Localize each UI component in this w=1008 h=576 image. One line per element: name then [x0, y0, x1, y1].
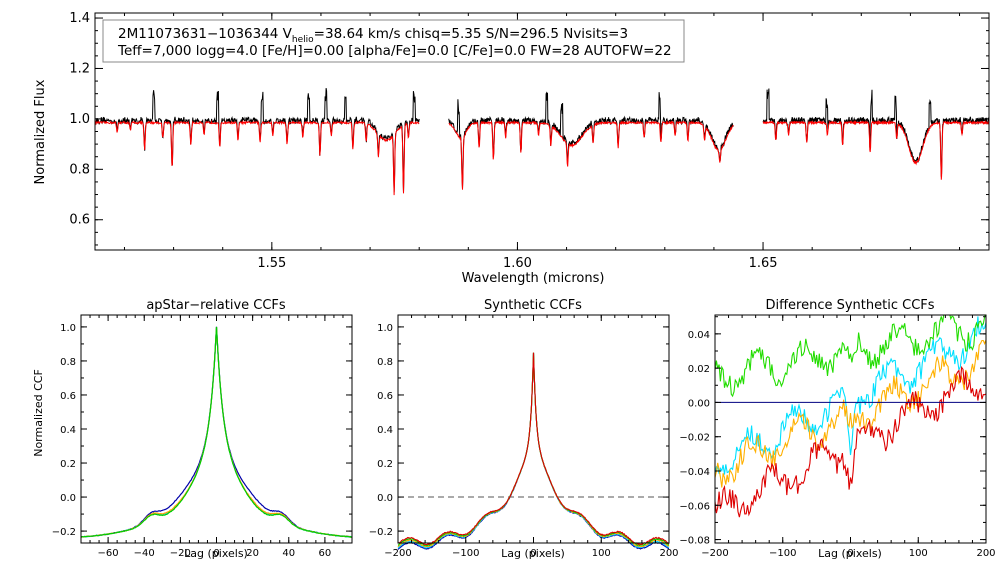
y-tick-label: −0.2	[369, 527, 393, 538]
model-spectrum-line	[448, 119, 734, 190]
apstar-ccf-line-visit-2	[81, 326, 353, 538]
apstar-ccf-line-visit-3	[80, 326, 353, 538]
observed-spectrum-line	[448, 91, 734, 189]
spectrum-lines	[95, 88, 989, 196]
synthetic-ccf-ticks: −200 −100 0 100 200 −0.2 0.0 0.2 0.4 0.6 0.8 1.0	[369, 315, 679, 559]
x-tick-label: 0	[847, 548, 853, 559]
apstar-ccf-title: apStar−relative CCFs	[146, 298, 286, 313]
apstar-ccf-panel: −60 −40 −20 0 20 40 60 −0.2 0.0 0.2 0.4 0.6 0.8 1.0 a…	[32, 298, 353, 560]
y-tick-label: 0.8	[377, 357, 393, 368]
difference-ccf-x-label: Lag (pixels)	[818, 547, 882, 560]
x-tick-label: 200	[976, 548, 995, 559]
difference-lines	[715, 315, 986, 518]
difference-ccf-axes-frame	[714, 314, 987, 544]
difference-ccf-series	[715, 315, 986, 518]
difference-ccf-title: Difference Synthetic CCFs	[765, 298, 934, 313]
y-tick-label: 0.04	[688, 330, 710, 341]
legend-params-1: =38.64 km/s chisq=5.35 S/N=296.5 Nvisits…	[314, 26, 628, 42]
y-tick-label: 0.6	[377, 391, 393, 402]
y-tick-label: −0.08	[679, 536, 710, 547]
legend-line-2: Teff=7,000 logg=4.0 [Fe/H]=0.00 [alpha/F…	[117, 43, 672, 59]
difference-ccf-ticks: −200 −100 0 100 200 −0.08 −0.06 −0.04 −0.02 0.00 0…	[679, 315, 996, 559]
y-tick-label: 0.0	[60, 493, 76, 504]
synthetic-ccf-panel: −200 −100 0 100 200 −0.2 0.0 0.2 0.4 0.6 0.8 1.0 Sy…	[369, 298, 679, 560]
y-tick-label: 0.4	[377, 425, 393, 436]
y-tick-label: 0.8	[69, 162, 90, 177]
y-tick-label: −0.02	[679, 433, 710, 444]
synthetic-ccf-axes-frame	[397, 314, 670, 544]
x-tick-label: −200	[384, 548, 411, 559]
model-spectrum-line	[762, 119, 989, 180]
x-tick-label: 1.65	[749, 256, 778, 271]
apstar-ccf-y-label: Normalized CCF	[32, 369, 45, 457]
apstar-ccf-axes-frame	[80, 314, 353, 544]
y-tick-label: −0.2	[52, 527, 76, 538]
y-tick-label: 0.2	[60, 459, 76, 470]
spectrum-ticks: 1.55 1.60 1.65 0.6 0.8 1.0 1.2 1.4	[69, 11, 989, 271]
x-tick-label: 40	[282, 548, 295, 559]
difference-ccf-panel: −200 −100 0 100 200 −0.08 −0.06 −0.04 −0.02 0.00 0…	[679, 298, 995, 560]
apstar-ccf-ticks: −60 −40 −20 0 20 40 60 −0.2 0.0 0.2 0.4 0.6 0.8 1.0	[52, 315, 353, 559]
model-spectrum-line	[95, 119, 420, 196]
y-tick-label: 1.0	[377, 323, 393, 334]
synthetic-ccf-x-label: Lag (pixels)	[501, 547, 565, 560]
x-tick-label: −20	[170, 548, 191, 559]
y-tick-label: 0.6	[60, 391, 76, 402]
synthetic-ccf-line-visit-1	[397, 352, 670, 549]
y-tick-label: 0.00	[688, 398, 710, 409]
difference-ccf-line-visit-4	[715, 365, 986, 518]
x-tick-label: −200	[701, 548, 728, 559]
legend-star-id: 2M11073631−1036344 V	[118, 26, 293, 42]
x-tick-label: −100	[452, 548, 479, 559]
y-tick-label: 0.6	[69, 213, 90, 228]
observed-spectrum-line	[762, 88, 989, 177]
x-tick-label: −40	[134, 548, 155, 559]
difference-ccf-line-visit-1	[715, 316, 986, 475]
x-tick-label: 100	[592, 548, 611, 559]
y-tick-label: 0.4	[60, 425, 76, 436]
y-tick-label: 1.4	[69, 11, 90, 26]
x-tick-label: 0	[530, 548, 536, 559]
legend-helio-subscript: helio	[292, 35, 314, 45]
spectrum-x-label: Wavelength (microns)	[462, 271, 605, 286]
y-tick-label: 1.0	[60, 323, 76, 334]
apstar-ccf-line-combined	[81, 326, 353, 538]
difference-ccf-line-visit-2	[715, 339, 986, 488]
x-tick-label: 60	[319, 548, 332, 559]
x-tick-label: 1.55	[257, 256, 286, 271]
synthetic-ccf-line-combined	[397, 352, 670, 550]
apstar-ccf-series	[80, 326, 353, 538]
y-tick-label: 0.02	[688, 364, 710, 375]
x-tick-label: 100	[909, 548, 928, 559]
x-tick-label: 200	[659, 548, 678, 559]
x-tick-label: 20	[246, 548, 259, 559]
synthetic-ccf-line-visit-2	[397, 352, 670, 548]
synthetic-ccf-line-visit-4	[397, 352, 670, 546]
x-tick-label: 0	[213, 548, 219, 559]
apstar-ccf-x-label: Lag (pixels)	[184, 547, 248, 560]
legend-box	[102, 19, 685, 63]
synthetic-ccf-series	[397, 352, 670, 550]
y-tick-label: 0.0	[377, 493, 393, 504]
difference-ccf-line-visit-3	[715, 315, 986, 398]
x-tick-label: 1.60	[503, 256, 532, 271]
spectrum-series	[95, 88, 989, 196]
x-tick-label: −60	[98, 548, 119, 559]
y-tick-label: 1.0	[69, 112, 90, 127]
spectrum-y-label: Normalized Flux	[33, 79, 48, 184]
y-tick-label: −0.06	[679, 501, 710, 512]
legend-line-1: 2M11073631−1036344 Vhelio=38.64 km/s chi…	[118, 26, 628, 45]
apstar-ccf-line-visit-1	[81, 327, 353, 538]
y-tick-label: 0.2	[377, 459, 393, 470]
x-tick-label: −100	[769, 548, 796, 559]
y-tick-label: 1.2	[69, 61, 90, 76]
synthetic-ccf-line-visit-3	[397, 352, 670, 547]
spectrum-panel: 1.55 1.60 1.65 0.6 0.8 1.0 1.2 1.4 Wavelength (…	[33, 11, 990, 286]
y-tick-label: 0.8	[60, 357, 76, 368]
synthetic-ccf-title: Synthetic CCFs	[484, 298, 582, 313]
y-tick-label: −0.04	[679, 467, 710, 478]
